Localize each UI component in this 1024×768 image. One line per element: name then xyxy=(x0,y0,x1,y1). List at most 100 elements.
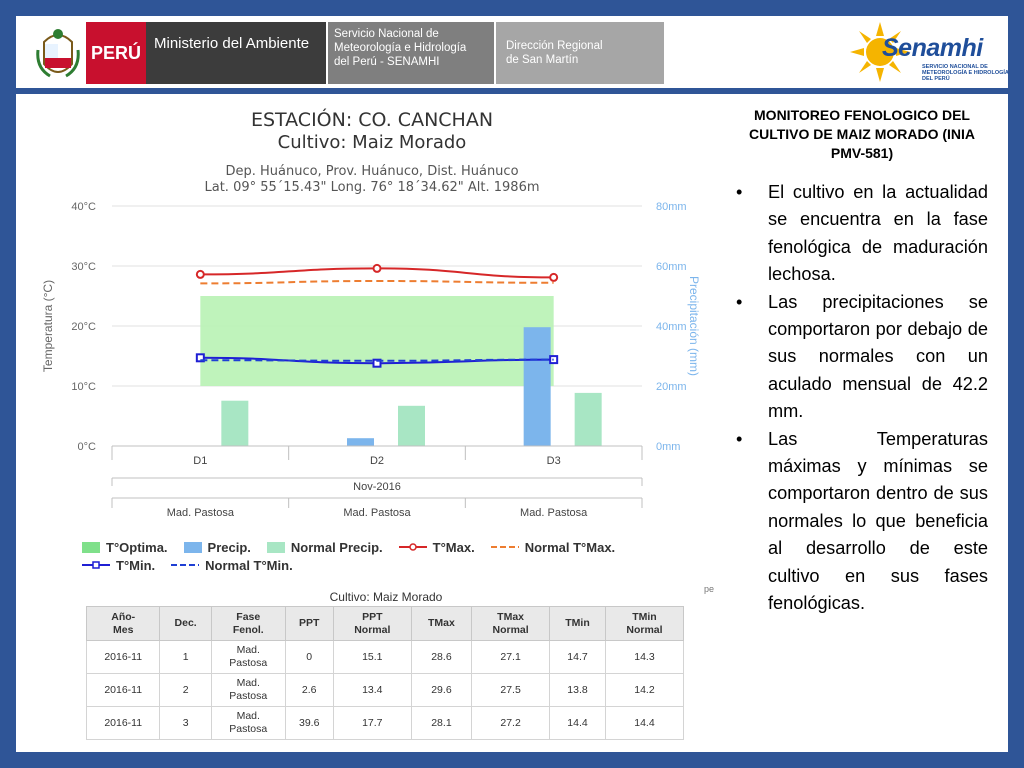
legend-line-symbol xyxy=(398,543,427,551)
table-header-cell: PPT xyxy=(284,606,334,641)
table-row: 2016-11 3 Mad. Pastosa 39.6 17.7 28.1 27.2 14.4 1… xyxy=(85,706,685,740)
legend-item: Normal Precip. xyxy=(266,540,383,555)
tmax-point xyxy=(195,269,205,279)
stray-text: pe xyxy=(704,584,715,594)
bullet-item: El cultivo en la actualidad se encuentra… xyxy=(736,179,988,289)
data-table: Año- Mes Dec. Fase Fenol. PPT PPT Normal TMax TMa… xyxy=(85,606,685,740)
table-header-row: Año- Mes Dec. Fase Fenol. PPT PPT Normal TMax TMa… xyxy=(85,606,685,641)
chart-location-line-1: Dep. Huánuco, Prov. Huánuco, Dist. Huánu… xyxy=(225,164,518,179)
senamhi-service-block: Servicio Nacional de Meteorología e Hidr… xyxy=(328,22,494,84)
phase-label: Mad. Pastosa xyxy=(167,507,235,519)
content-panel: ESTACIÓN: CO. CANCHAN Cultivo: Maiz Mora… xyxy=(16,94,1008,752)
tmin-point xyxy=(372,358,382,368)
legend-item: Precip. xyxy=(183,540,251,555)
table-cell: Mad. Pastosa xyxy=(210,640,286,674)
table-cell: 2 xyxy=(159,673,212,707)
phenology-chart: ESTACIÓN: CO. CANCHAN Cultivo: Maiz Mora… xyxy=(41,107,701,519)
legend-item: T°Optima. xyxy=(82,540,168,555)
peru-label: PERÚ xyxy=(86,22,146,84)
ministerio-brand-block: PERÚ Ministerio del Ambiente xyxy=(86,22,326,84)
legend-item: Normal T°Min. xyxy=(171,558,293,573)
table-header-cell: Fase Fenol. xyxy=(210,606,286,641)
table-cell: 14.4 xyxy=(549,706,606,740)
legend-label: T°Max. xyxy=(432,539,475,555)
table-row: 2016-11 1 Mad. Pastosa 0 15.1 28.6 27.1 14.7 14.3 xyxy=(85,640,685,674)
legend-line-symbol xyxy=(82,561,110,569)
table-cell: 3 xyxy=(159,706,212,740)
table-cell: 14.4 xyxy=(604,706,685,740)
tmax-point xyxy=(372,263,382,273)
legend-swatch xyxy=(82,541,100,553)
senamhi-line-1: Servicio Nacional de xyxy=(334,28,439,40)
y-left-tick-label: 30°C xyxy=(71,261,96,273)
table-cell: 29.6 xyxy=(410,673,473,707)
legend-label: T°Min. xyxy=(116,557,156,573)
region-line-2: de San Martín xyxy=(506,54,579,66)
y-left-tick-label: 20°C xyxy=(71,321,96,333)
y-right-tick-label: 40mm xyxy=(656,321,687,333)
chart-title: ESTACIÓN: CO. CANCHAN xyxy=(251,107,493,131)
bullet-list: El cultivo en la actualidad se encuentra… xyxy=(736,179,988,618)
table-cell: Mad. Pastosa xyxy=(210,706,286,740)
peru-coat-of-arms-icon xyxy=(36,29,80,78)
phase-label: Mad. Pastosa xyxy=(343,507,411,519)
side-title: MONITOREO FENOLOGICO DEL CULTIVO DE MAIZ… xyxy=(748,107,976,161)
table-cell: 28.6 xyxy=(410,640,473,674)
table-header-cell: TMax Normal xyxy=(471,606,551,641)
legend-row-1: T°Optima. Precip. Normal Precip. T°Max. Norm… xyxy=(82,538,722,556)
y-right-axis-label: Precipitación (mm) xyxy=(687,276,701,376)
table-header-cell: TMin Normal xyxy=(604,606,685,641)
senamhi-logo: Senamhi xyxy=(882,34,983,62)
legend-label: T°Optima. xyxy=(106,539,168,555)
optimal-temperature-band xyxy=(200,296,554,386)
legend-item: Normal T°Max. xyxy=(490,540,615,555)
legend-item: T°Min. xyxy=(82,558,155,573)
side-text-panel: MONITOREO FENOLOGICO DEL CULTIVO DE MAIZ… xyxy=(736,106,988,618)
normal-precip-bar xyxy=(574,392,602,446)
table-cell: 0 xyxy=(284,640,334,674)
table-cell: 39.6 xyxy=(284,706,334,740)
y-left-axis-label: Temperatura (°C) xyxy=(41,280,55,372)
senamhi-line-3: del Perú - SENAMHI xyxy=(334,56,440,68)
precip-bar xyxy=(347,438,374,446)
table-cell: Mad. Pastosa xyxy=(210,673,286,707)
table-cell: 27.1 xyxy=(471,640,551,674)
table-header-cell: Año- Mes xyxy=(85,606,161,641)
legend-item: T°Max. xyxy=(398,539,475,555)
y-right-tick-label: 20mm xyxy=(656,381,687,393)
chart-legend: T°Optima. Precip. Normal Precip. T°Max. Norm… xyxy=(82,538,722,574)
legend-line-symbol xyxy=(490,546,519,548)
y-right-tick-label: 80mm xyxy=(656,201,687,213)
bullet-item: Las precipitaciones se comportaron por d… xyxy=(736,289,988,426)
table-header-cell: TMin xyxy=(549,606,606,641)
legend-swatch xyxy=(183,541,202,553)
y-left-tick-label: 0°C xyxy=(78,441,97,453)
phase-label: Mad. Pastosa xyxy=(520,507,588,519)
y-right-tick-label: 0mm xyxy=(656,441,680,453)
normal-precip-bar xyxy=(221,400,249,446)
table-header-cell: Dec. xyxy=(159,606,212,641)
chart-subtitle: Cultivo: Maiz Morado xyxy=(278,132,467,153)
senamhi-sun-icon xyxy=(850,22,910,82)
table-caption: Cultivo: Maiz Morado xyxy=(329,590,443,604)
senamhi-logo-subtitle: SERVICIO NACIONAL DE METEOROLOGÍA E HIDR… xyxy=(922,64,1009,82)
normal-t-min-line xyxy=(200,358,554,362)
bullet-item: Las Temperaturas máximas y mínimas se co… xyxy=(736,426,988,618)
table-cell: 1 xyxy=(159,640,212,674)
table-cell: 2016-11 xyxy=(85,673,161,707)
ministerio-label: Ministerio del Ambiente xyxy=(154,35,310,52)
table-header-cell: TMax xyxy=(410,606,473,641)
table-cell: 14.2 xyxy=(604,673,685,707)
table-cell: 13.4 xyxy=(332,673,412,707)
table-cell: 2016-11 xyxy=(85,640,161,674)
x-tick-label: D3 xyxy=(547,455,561,467)
legend-row-2: T°Min. Normal T°Min. xyxy=(82,556,722,574)
legend-swatch xyxy=(266,541,285,553)
region-block: Dirección Regional de San Martín xyxy=(496,22,664,84)
table-cell: 2016-11 xyxy=(85,706,161,740)
table-cell: 27.5 xyxy=(471,673,551,707)
tmax-point xyxy=(549,272,559,282)
table-cell: 17.7 xyxy=(332,706,412,740)
normal-precip-bar xyxy=(398,405,425,446)
chart-location-line-2: Lat. 09° 55´15.43" Long. 76° 18´34.62" A… xyxy=(205,180,540,195)
